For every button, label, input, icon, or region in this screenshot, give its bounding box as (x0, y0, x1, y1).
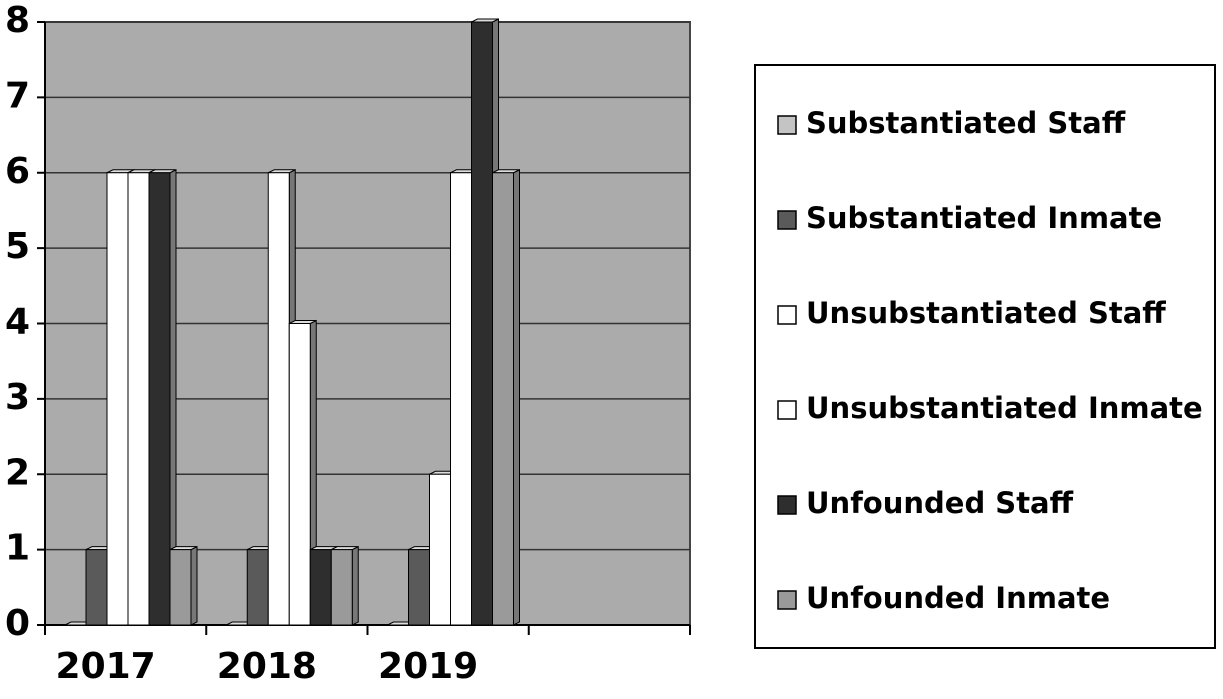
legend-swatch (777, 115, 797, 135)
legend-label: Unfounded Inmate (806, 581, 1110, 615)
y-tick-label: 6 (5, 151, 30, 192)
bar-side (513, 168, 520, 626)
bar-side (351, 545, 359, 626)
y-tick-label: 5 (5, 226, 30, 267)
legend-label: Unsubstantiated Staff (806, 296, 1166, 330)
bar (330, 549, 353, 626)
y-tick-label: 4 (5, 302, 30, 343)
legend-swatch (777, 210, 797, 230)
legend-label: Unsubstantiated Inmate (806, 391, 1203, 425)
legend-swatch (777, 400, 797, 420)
y-tick-label: 0 (5, 603, 30, 644)
y-tick-label: 7 (5, 75, 30, 116)
bar (246, 549, 269, 626)
legend-label: Unfounded Staff (806, 486, 1074, 520)
y-tick-label: 1 (5, 528, 30, 569)
bar (408, 549, 430, 626)
bar (429, 473, 451, 626)
legend-swatch (777, 495, 797, 515)
bar (450, 172, 472, 626)
legend-swatch (777, 305, 797, 325)
bar (492, 172, 514, 626)
y-tick-label: 3 (5, 377, 30, 418)
bar (148, 172, 171, 626)
bar (309, 549, 332, 626)
bar (471, 21, 493, 626)
legend-swatch (777, 590, 797, 610)
bar (288, 323, 311, 626)
legend-box (754, 64, 1216, 649)
legend-label: Substantiated Inmate (806, 201, 1162, 235)
x-tick-label: 2017 (56, 646, 156, 687)
bar (267, 172, 290, 626)
bar (106, 172, 129, 626)
legend-label: Substantiated Staff (806, 106, 1126, 140)
bar-side (190, 545, 198, 626)
bar (169, 549, 192, 626)
bar (85, 549, 108, 626)
x-tick-label: 2019 (378, 646, 478, 687)
bar (127, 172, 150, 626)
x-tick-label: 2018 (217, 646, 317, 687)
y-tick-label: 8 (5, 0, 30, 41)
y-tick-label: 2 (5, 452, 30, 493)
